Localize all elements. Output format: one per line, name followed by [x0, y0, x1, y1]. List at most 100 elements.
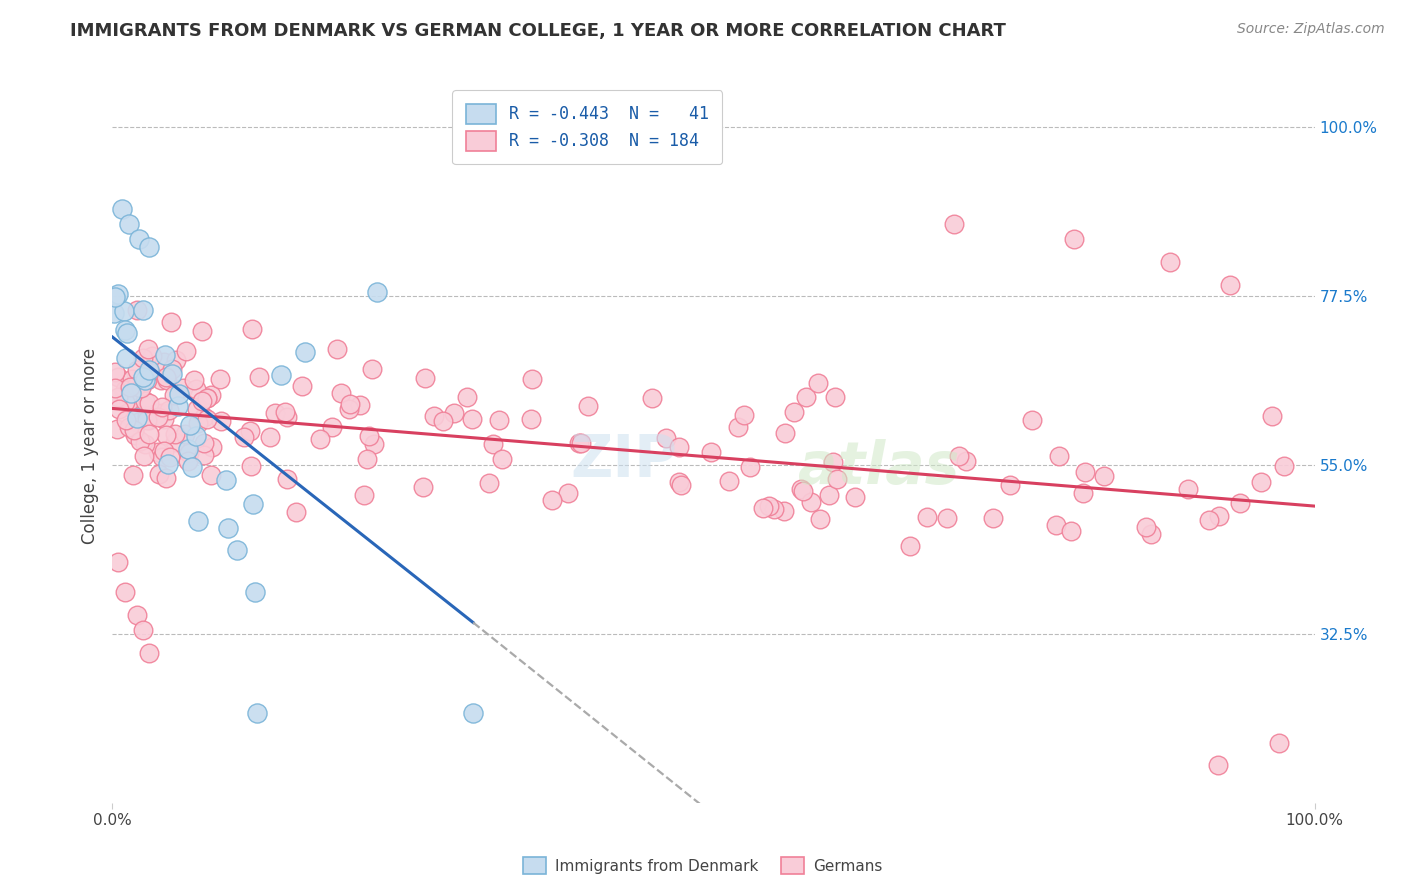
Point	[135, 413, 157, 427]
Point	[1063, 232, 1085, 246]
Point	[104, 381, 127, 395]
Point	[121, 393, 143, 408]
Point	[179, 446, 201, 460]
Point	[187, 416, 209, 430]
Point	[132, 351, 155, 365]
Point	[981, 511, 1004, 525]
Point	[1177, 482, 1199, 496]
Point	[772, 504, 794, 518]
Point	[127, 410, 149, 425]
Point	[363, 437, 385, 451]
Point	[717, 475, 740, 489]
Point	[174, 427, 197, 442]
Point	[138, 240, 160, 254]
Point	[733, 408, 755, 422]
Point	[187, 514, 209, 528]
Point	[177, 442, 200, 456]
Point	[117, 393, 139, 408]
Point	[488, 412, 510, 426]
Point	[104, 290, 127, 304]
Point	[353, 488, 375, 502]
Point	[114, 351, 136, 365]
Point	[326, 343, 349, 357]
Point	[128, 232, 150, 246]
Text: atlas: atlas	[797, 439, 959, 496]
Point	[138, 396, 160, 410]
Point	[157, 403, 180, 417]
Point	[1074, 465, 1097, 479]
Point	[131, 381, 153, 395]
Point	[183, 373, 205, 387]
Point	[738, 459, 761, 474]
Point	[114, 585, 136, 599]
Point	[576, 399, 599, 413]
Point	[127, 415, 149, 429]
Point	[366, 285, 388, 299]
Point	[163, 388, 186, 402]
Point	[208, 372, 231, 386]
Point	[790, 482, 813, 496]
Point	[167, 400, 190, 414]
Point	[148, 467, 170, 482]
Point	[128, 382, 150, 396]
Point	[186, 402, 208, 417]
Point	[1159, 255, 1181, 269]
Point	[132, 449, 155, 463]
Point	[195, 412, 218, 426]
Point	[794, 390, 817, 404]
Point	[111, 202, 134, 217]
Point	[179, 417, 201, 432]
Point	[817, 488, 839, 502]
Point	[242, 322, 264, 336]
Point	[132, 303, 155, 318]
Point	[270, 368, 292, 382]
Point	[149, 374, 172, 388]
Point	[1208, 758, 1230, 772]
Point	[132, 412, 155, 426]
Point	[727, 419, 749, 434]
Point	[134, 373, 156, 387]
Point	[120, 385, 142, 400]
Point	[209, 414, 232, 428]
Point	[948, 449, 970, 463]
Point	[276, 472, 298, 486]
Point	[200, 468, 222, 483]
Point	[356, 452, 378, 467]
Point	[105, 422, 128, 436]
Point	[114, 395, 136, 409]
Point	[1045, 518, 1067, 533]
Point	[124, 428, 146, 442]
Point	[246, 706, 269, 720]
Point	[125, 607, 148, 622]
Point	[1139, 527, 1161, 541]
Point	[242, 497, 264, 511]
Point	[915, 510, 938, 524]
Point	[668, 475, 690, 489]
Point	[349, 398, 371, 412]
Point	[159, 450, 181, 465]
Point	[138, 646, 160, 660]
Point	[482, 437, 505, 451]
Point	[112, 384, 135, 399]
Point	[423, 409, 446, 424]
Text: IMMIGRANTS FROM DENMARK VS GERMAN COLLEGE, 1 YEAR OR MORE CORRELATION CHART: IMMIGRANTS FROM DENMARK VS GERMAN COLLEG…	[70, 22, 1007, 40]
Point	[668, 440, 690, 454]
Point	[898, 539, 921, 553]
Point	[461, 412, 484, 426]
Point	[361, 361, 384, 376]
Point	[107, 287, 129, 301]
Point	[1208, 509, 1230, 524]
Point	[107, 556, 129, 570]
Point	[165, 426, 187, 441]
Point	[163, 435, 186, 450]
Point	[191, 324, 214, 338]
Point	[541, 493, 564, 508]
Point	[138, 366, 160, 380]
Point	[132, 398, 155, 412]
Point	[1047, 449, 1070, 463]
Point	[160, 315, 183, 329]
Point	[122, 467, 145, 482]
Point	[141, 350, 163, 364]
Point	[337, 401, 360, 416]
Point	[276, 409, 298, 424]
